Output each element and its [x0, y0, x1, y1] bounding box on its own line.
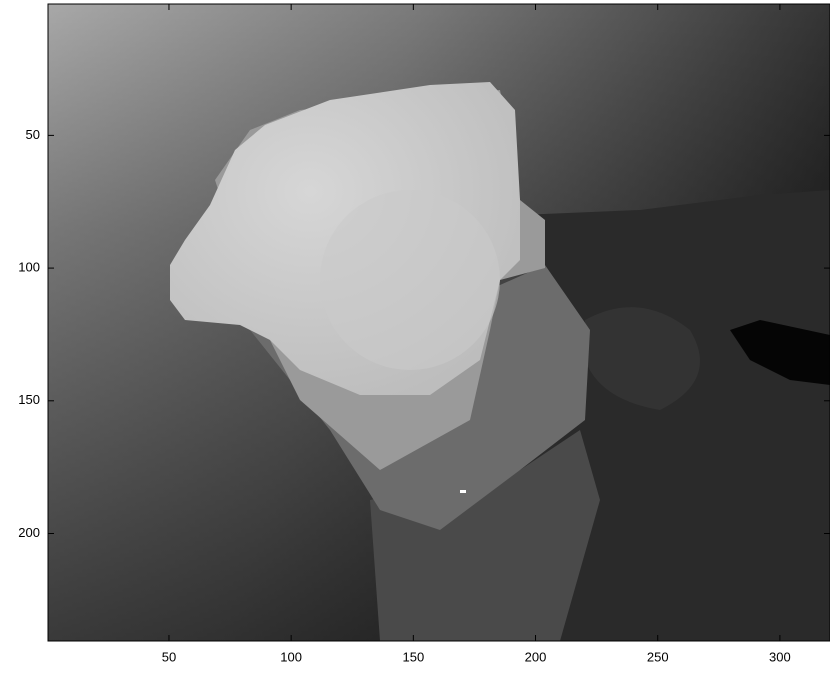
y-tick-label: 50 [26, 127, 40, 142]
x-tick-label: 100 [280, 649, 302, 664]
y-tick-label: 100 [18, 260, 40, 275]
x-tick-label: 50 [162, 649, 176, 664]
x-tick-label: 300 [769, 649, 791, 664]
y-tick-label: 150 [18, 392, 40, 407]
y-tick-label: 200 [18, 525, 40, 540]
x-tick-label: 250 [647, 649, 669, 664]
x-tick-label: 150 [402, 649, 424, 664]
axes-box [47, 3, 830, 642]
image [48, 4, 830, 641]
x-tick-label: 200 [525, 649, 547, 664]
